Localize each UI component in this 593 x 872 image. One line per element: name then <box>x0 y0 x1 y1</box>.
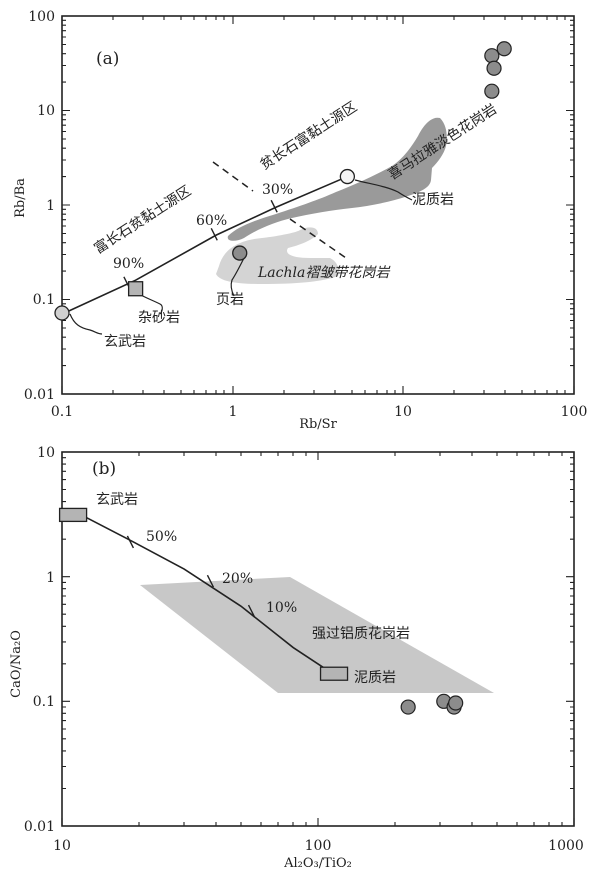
a-leader-pelite <box>354 179 413 201</box>
a-ytick-3: 10 <box>37 103 55 119</box>
a-field-label-lachlan: Lachla褶皱带花岗岩 <box>257 265 391 281</box>
a-label-shale: 页岩 <box>216 292 244 308</box>
b-x-axis-title: Al₂O₃/TiO₂ <box>283 856 352 871</box>
a-label-pelite: 泥质岩 <box>412 192 454 208</box>
b-mixing-line <box>81 514 334 675</box>
b-pct-10: 10% <box>266 600 297 616</box>
a-label-basalt: 玄武岩 <box>104 333 146 350</box>
a-leader-greywacke <box>138 293 163 315</box>
end-member-0 <box>54 305 70 321</box>
a-xtick-2: 10 <box>394 404 412 420</box>
a-pct-90: 90% <box>113 256 144 272</box>
b-pct-20: 20% <box>222 571 253 587</box>
b-ytick-3: 10 <box>37 445 55 461</box>
sample-point-3 <box>448 695 464 711</box>
b-markers <box>58 507 464 715</box>
mixing-tick-1 <box>206 574 215 588</box>
end-member-2 <box>127 281 144 297</box>
mixing-tick-2 <box>247 604 256 618</box>
a-x-axis-title: Rb/Sr <box>299 417 337 432</box>
a-pct-30: 30% <box>262 182 293 198</box>
b-label-basalt: 玄武岩 <box>96 491 138 508</box>
mixing-tick-2 <box>270 199 278 213</box>
b-xtick-2: 1000 <box>548 838 584 854</box>
b-mixing-ticks <box>126 535 256 618</box>
a-ytick-4: 100 <box>28 9 55 25</box>
sample-point-1 <box>496 41 512 57</box>
a-mixing-line <box>61 175 348 315</box>
a-boundary-dashed-upper <box>212 161 254 192</box>
a-panel-tag: (a) <box>96 49 119 69</box>
himalayan-leucogranite-field <box>227 117 447 241</box>
a-xtick-3: 100 <box>561 404 588 420</box>
peraluminous-granite-field <box>140 577 494 693</box>
b-y-axis-title: CaO/Na₂O <box>9 630 24 698</box>
end-member-3 <box>232 245 248 261</box>
sample-point-0 <box>400 699 416 715</box>
sample-point-0 <box>484 48 500 64</box>
a-xtick-1: 1 <box>229 404 238 420</box>
panel-b: 10 100 1000 0.01 0.1 1 10 Al₂O₃/TiO₂ CaO… <box>9 445 584 871</box>
a-ytick-1: 0.1 <box>33 292 55 308</box>
b-field-label-peraluminous: 强过铝质花岗岩 <box>312 626 410 642</box>
sample-point-3 <box>484 83 500 99</box>
b-xtick-1: 100 <box>305 838 332 854</box>
a-leader-shale <box>230 257 245 297</box>
b-pct-50: 50% <box>146 529 177 545</box>
a-markers <box>54 41 512 321</box>
a-leader-lines <box>69 179 413 335</box>
b-xtick-0: 10 <box>53 838 71 854</box>
sample-point-2 <box>486 60 502 76</box>
a-ytick-0: 0.01 <box>24 387 55 403</box>
a-ytick-2: 1 <box>46 198 55 214</box>
mixing-tick-1 <box>210 227 218 241</box>
panel-a: 0.1 1 10 100 0.01 0.1 1 10 100 Rb/Sr Rb/… <box>13 9 587 432</box>
b-ytick-1: 0.1 <box>33 694 55 710</box>
b-ytick-0: 0.01 <box>24 819 55 835</box>
b-label-pelite: 泥质岩 <box>354 670 396 686</box>
lachlan-granite-field <box>216 227 339 284</box>
a-xtick-0: 0.1 <box>51 404 73 420</box>
a-label-greywacke: 杂砂岩 <box>138 310 180 326</box>
b-panel-tag: (b) <box>92 459 116 479</box>
mixing-tick-0 <box>126 535 135 549</box>
a-y-axis-title: Rb/Ba <box>13 178 28 218</box>
panel-a-ticks <box>61 15 575 395</box>
panel-b-ticks <box>61 451 575 827</box>
end-member-0 <box>58 507 88 523</box>
a-pct-60: 60% <box>196 213 227 229</box>
a-leader-basalt <box>69 313 103 335</box>
end-member-1 <box>319 666 349 681</box>
b-ytick-2: 1 <box>46 570 55 586</box>
end-member-1 <box>339 168 356 185</box>
